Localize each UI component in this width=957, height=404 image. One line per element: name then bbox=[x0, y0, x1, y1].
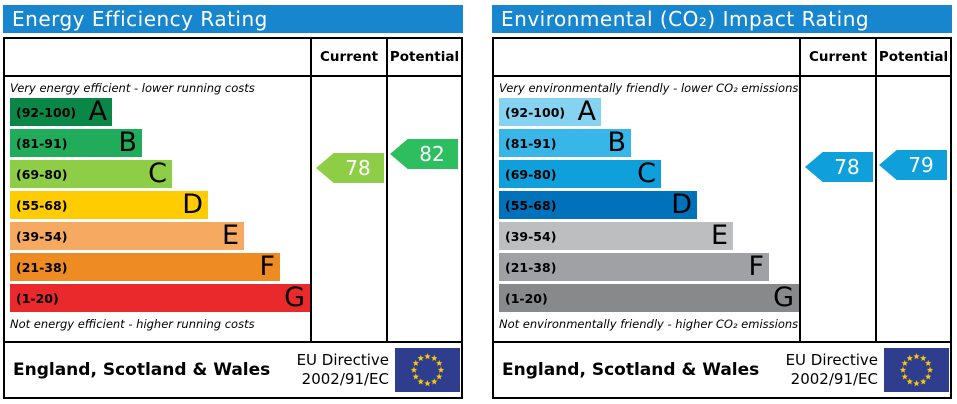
band-letter: E bbox=[710, 220, 728, 251]
energy-header-spacer bbox=[5, 39, 310, 75]
energy-band-b: (81-91) B bbox=[10, 129, 142, 157]
energy-potential-cell: 82 bbox=[386, 77, 461, 341]
co2-potential-arrow: 79 bbox=[879, 150, 947, 180]
band-letter: D bbox=[671, 189, 692, 220]
band-range-label: (55-68) bbox=[505, 197, 557, 213]
co2-bands: (92-100) A (81-91) B (69-80) C (55-68) D (39… bbox=[499, 98, 799, 312]
band-letter: C bbox=[148, 158, 167, 189]
energy-table-footer: England, Scotland & Wales EU Directive 2… bbox=[5, 341, 461, 397]
band-letter: A bbox=[88, 96, 107, 127]
energy-current-column-header: Current bbox=[310, 39, 386, 75]
band-letter: G bbox=[284, 282, 305, 313]
band-range-label: (92-100) bbox=[16, 104, 77, 120]
energy-top-caption: Very energy efficient - lower running co… bbox=[10, 81, 255, 95]
co2-table-body: Very environmentally friendly - lower CO… bbox=[494, 77, 950, 341]
band-range-label: (39-54) bbox=[505, 228, 557, 244]
co2-potential-column-header: Potential bbox=[875, 39, 950, 75]
co2-panel-title: Environmental (CO₂) Impact Rating bbox=[492, 5, 952, 33]
band-range-label: (69-80) bbox=[505, 166, 557, 182]
energy-bands: (92-100) A (81-91) B (69-80) C (55-68) D (39… bbox=[10, 98, 310, 312]
co2-top-caption: Very environmentally friendly - lower CO… bbox=[499, 81, 799, 95]
band-range-label: (1-20) bbox=[16, 290, 59, 306]
co2-band-c: (69-80) C bbox=[499, 160, 661, 188]
energy-band-d: (55-68) D bbox=[10, 191, 208, 219]
co2-band-g: (1-20) G bbox=[499, 284, 799, 312]
band-range-label: (81-91) bbox=[505, 135, 557, 151]
energy-rating-table: Current Potential Very energy efficient … bbox=[3, 37, 463, 399]
eu-flag-icon bbox=[884, 348, 949, 392]
band-range-label: (69-80) bbox=[16, 166, 68, 182]
band-range-label: (21-38) bbox=[505, 259, 557, 275]
co2-band-a: (92-100) A bbox=[499, 98, 601, 126]
energy-band-a: (92-100) A bbox=[10, 98, 112, 126]
band-range-label: (55-68) bbox=[16, 197, 68, 213]
band-letter: A bbox=[577, 96, 596, 127]
co2-band-scale: Very environmentally friendly - lower CO… bbox=[494, 77, 799, 341]
band-letter: B bbox=[607, 127, 626, 158]
energy-panel-title: Energy Efficiency Rating bbox=[3, 5, 463, 33]
band-letter: D bbox=[182, 189, 203, 220]
energy-band-f: (21-38) F bbox=[10, 253, 280, 281]
co2-potential-cell: 79 bbox=[875, 77, 950, 341]
band-letter: C bbox=[637, 158, 656, 189]
co2-current-column-header: Current bbox=[799, 39, 875, 75]
energy-table-header: Current Potential bbox=[5, 39, 461, 77]
band-letter: B bbox=[118, 127, 137, 158]
energy-band-c: (69-80) C bbox=[10, 160, 172, 188]
co2-impact-panel: Environmental (CO₂) Impact Rating Curren… bbox=[492, 5, 952, 399]
energy-band-g: (1-20) G bbox=[10, 284, 310, 312]
region-label: England, Scotland & Wales bbox=[13, 360, 271, 380]
band-letter: F bbox=[259, 251, 275, 282]
energy-potential-column-header: Potential bbox=[386, 39, 461, 75]
energy-bottom-caption: Not energy efficient - higher running co… bbox=[10, 317, 255, 331]
band-range-label: (39-54) bbox=[16, 228, 68, 244]
band-range-label: (92-100) bbox=[505, 104, 566, 120]
energy-potential-arrow: 82 bbox=[390, 139, 458, 169]
eu-flag-icon bbox=[395, 348, 460, 392]
band-letter: F bbox=[748, 251, 764, 282]
co2-table-header: Current Potential bbox=[494, 39, 950, 77]
co2-band-e: (39-54) E bbox=[499, 222, 733, 250]
co2-rating-table: Current Potential Very environmentally f… bbox=[492, 37, 952, 399]
energy-current-cell: 78 bbox=[310, 77, 386, 341]
co2-current-cell: 78 bbox=[799, 77, 875, 341]
energy-efficiency-panel: Energy Efficiency Rating Current Potenti… bbox=[3, 5, 463, 399]
band-letter: E bbox=[221, 220, 239, 251]
eu-directive-label: EU Directive 2002/91/EC bbox=[785, 351, 878, 388]
band-range-label: (1-20) bbox=[505, 290, 548, 306]
eu-directive-label: EU Directive 2002/91/EC bbox=[296, 351, 389, 388]
co2-header-spacer bbox=[494, 39, 799, 75]
co2-band-f: (21-38) F bbox=[499, 253, 769, 281]
energy-band-scale: Very energy efficient - lower running co… bbox=[5, 77, 310, 341]
energy-table-body: Very energy efficient - lower running co… bbox=[5, 77, 461, 341]
band-range-label: (21-38) bbox=[16, 259, 68, 275]
band-letter: G bbox=[773, 282, 794, 313]
band-range-label: (81-91) bbox=[16, 135, 68, 151]
energy-band-e: (39-54) E bbox=[10, 222, 244, 250]
co2-bottom-caption: Not environmentally friendly - higher CO… bbox=[499, 317, 799, 331]
energy-current-arrow: 78 bbox=[316, 153, 384, 183]
co2-table-footer: England, Scotland & Wales EU Directive 2… bbox=[494, 341, 950, 397]
region-label: England, Scotland & Wales bbox=[502, 360, 760, 380]
co2-band-b: (81-91) B bbox=[499, 129, 631, 157]
co2-current-arrow: 78 bbox=[805, 152, 873, 182]
co2-band-d: (55-68) D bbox=[499, 191, 697, 219]
